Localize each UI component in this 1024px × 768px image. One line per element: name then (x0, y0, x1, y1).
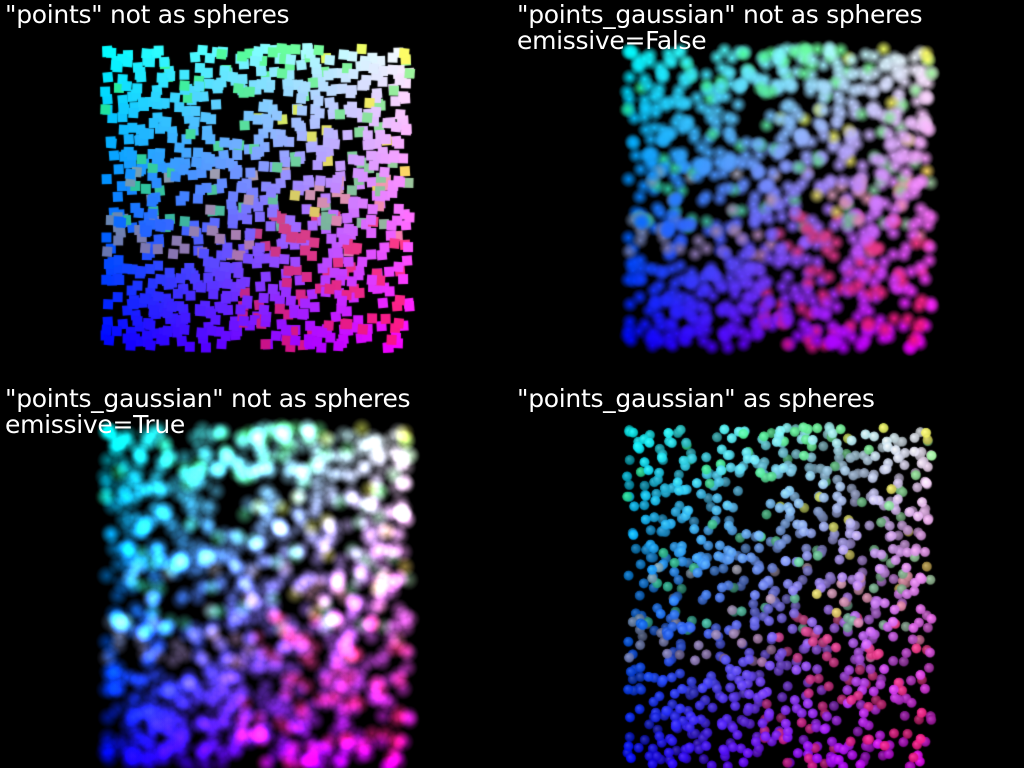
render-panel-points[interactable]: "points" not as spheres (0, 0, 512, 384)
point-cloud-canvas[interactable] (512, 0, 1024, 384)
panel-title: "points_gaussian" not as spheres emissive… (517, 0, 923, 55)
title-line-1: "points_gaussian" not as spheres (5, 384, 411, 413)
panel-title: "points_gaussian" not as spheres emissive… (5, 384, 411, 439)
point-cloud-canvas[interactable] (512, 384, 1024, 768)
render-panel-gaussian-spheres[interactable]: "points_gaussian" as spheres (512, 384, 1024, 768)
panel-title: "points_gaussian" as spheres (517, 386, 875, 412)
point-cloud-canvas[interactable] (0, 384, 512, 768)
panel-title: "points" not as spheres (5, 0, 290, 29)
title-line-1: "points" not as spheres (5, 0, 290, 29)
title-line-2: emissive=False (517, 26, 707, 55)
point-cloud-canvas[interactable] (0, 0, 512, 384)
title-line-1: "points_gaussian" as spheres (517, 384, 875, 413)
render-panel-gaussian-emissive[interactable]: "points_gaussian" not as spheres emissive… (0, 384, 512, 768)
title-line-1: "points_gaussian" not as spheres (517, 0, 923, 29)
render-panel-gaussian-non-emissive[interactable]: "points_gaussian" not as spheres emissive… (512, 0, 1024, 384)
title-line-2: emissive=True (5, 410, 185, 439)
